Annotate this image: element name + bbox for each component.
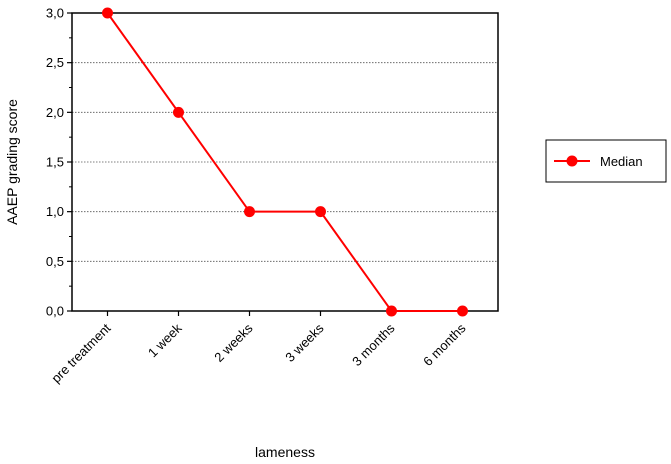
legend: Median	[545, 139, 667, 183]
x-tick-label: 1 week	[145, 320, 185, 360]
y-tick-label: 0,5	[46, 254, 64, 269]
data-point	[315, 206, 326, 218]
y-tick-label: 1,5	[46, 155, 64, 170]
y-tick-label: 2,0	[46, 105, 64, 120]
y-tick-label: 2,5	[46, 55, 64, 70]
x-axis: pre treatment 1 week 2 weeks 3 weeks 3 month…	[48, 311, 469, 386]
y-tick-label: 1,0	[46, 204, 64, 219]
legend-label: Median	[600, 154, 643, 169]
gridlines	[72, 62, 498, 262]
y-axis: 0,0 0,5 1,0 1,5 2,0 2,5 3,0	[46, 6, 72, 319]
data-point	[386, 305, 397, 317]
x-tick-label: 3 weeks	[282, 320, 327, 365]
data-point	[244, 206, 255, 218]
x-tick-label: 2 weeks	[211, 320, 256, 365]
y-axis-title: AAEP grading score	[4, 99, 20, 225]
y-tick-label: 3,0	[46, 6, 64, 21]
y-tick-label: 0,0	[46, 304, 64, 319]
legend-box	[545, 139, 667, 183]
data-point	[173, 106, 184, 118]
series-line	[106, 12, 463, 312]
legend-marker-swatch	[566, 155, 578, 167]
x-tick-label: 3 months	[349, 320, 398, 369]
series-layer	[102, 7, 468, 317]
x-axis-title: lameness	[255, 444, 315, 460]
x-tick-label: 6 months	[420, 320, 469, 369]
data-point	[457, 305, 468, 317]
x-tick-label: pre treatment	[48, 320, 114, 386]
data-point	[102, 7, 113, 19]
